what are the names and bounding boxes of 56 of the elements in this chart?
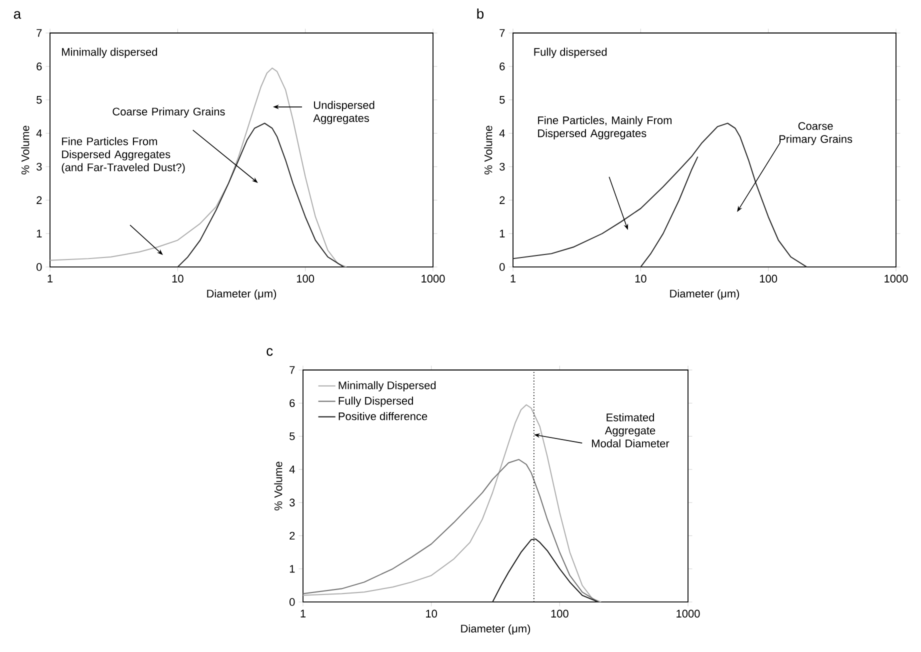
annotation: Fully dispersed xyxy=(534,48,607,58)
y-tick-label: 5 xyxy=(500,96,505,104)
y-axis-title: % Volume xyxy=(21,126,30,174)
y-tick-label: 6 xyxy=(290,399,295,408)
y-tick-label: 7 xyxy=(500,29,505,37)
x-tick-label: 1000 xyxy=(884,274,908,283)
y-tick-label: 0 xyxy=(36,263,42,271)
y-tick-label: 4 xyxy=(36,130,42,138)
y-tick-label: 1 xyxy=(36,230,42,238)
y-tick-label: 5 xyxy=(290,432,295,440)
y-tick-label: 3 xyxy=(36,162,42,171)
x-tick-label: 1000 xyxy=(422,274,445,283)
y-tick-label: 0 xyxy=(500,263,505,271)
annotation: Estimated Aggregate Modal Diameter xyxy=(592,413,670,448)
annotation: Coarse Primary Grains xyxy=(780,122,852,146)
y-tick-label: 1 xyxy=(290,565,295,573)
annotation: Undispersed Aggregates xyxy=(313,100,374,124)
y-tick-label: 2 xyxy=(500,196,505,204)
x-tick-label: 10 xyxy=(172,274,184,283)
y-tick-label: 7 xyxy=(36,29,42,37)
x-tick-label: 1000 xyxy=(676,610,700,618)
annotation: Minimally dispersed xyxy=(62,48,158,58)
x-tick-label: 1 xyxy=(48,274,53,282)
x-axis-title: Diameter (μm) xyxy=(207,289,276,300)
x-tick-label: 10 xyxy=(635,274,646,283)
chart-title: a xyxy=(14,11,22,19)
annotation: Fine Particles From Dispersed Aggregates (and Far-Traveled Dust?) xyxy=(62,137,185,174)
x-tick-label: 1 xyxy=(300,610,306,618)
legend-label: Fully Dispersed xyxy=(338,396,413,407)
y-tick-label: 3 xyxy=(290,498,295,506)
annotation: Coarse Primary Grains xyxy=(112,107,225,118)
x-tick-label: 100 xyxy=(551,610,568,618)
y-axis-title: % Volume xyxy=(484,126,492,174)
x-tick-label: 1 xyxy=(510,274,516,282)
x-tick-label: 100 xyxy=(760,274,778,283)
chart-title: b xyxy=(477,8,484,19)
y-axis-title: % Volume xyxy=(274,462,282,510)
x-axis-title: Diameter (μm) xyxy=(670,289,740,300)
y-tick-label: 0 xyxy=(290,598,295,606)
y-tick-label: 4 xyxy=(289,466,295,474)
y-tick-label: 5 xyxy=(36,96,42,104)
annotation: Fine Particles, Mainly From Dispersed Aggregates xyxy=(538,116,672,140)
y-tick-label: 3 xyxy=(500,162,505,171)
y-tick-label: 6 xyxy=(36,62,42,70)
x-axis-title: Diameter (μm) xyxy=(461,624,530,635)
y-tick-label: 1 xyxy=(500,230,505,238)
x-tick-label: 100 xyxy=(296,274,314,283)
y-tick-label: 2 xyxy=(36,196,42,204)
y-tick-label: 6 xyxy=(500,62,505,70)
legend-label: Minimally Dispersed xyxy=(338,381,436,392)
y-tick-label: 4 xyxy=(499,130,505,138)
y-tick-label: 7 xyxy=(290,366,295,374)
x-tick-label: 10 xyxy=(426,610,438,618)
chart-title: c xyxy=(266,348,273,356)
legend-label: Positive difference xyxy=(338,412,428,420)
y-tick-label: 2 xyxy=(290,532,295,540)
